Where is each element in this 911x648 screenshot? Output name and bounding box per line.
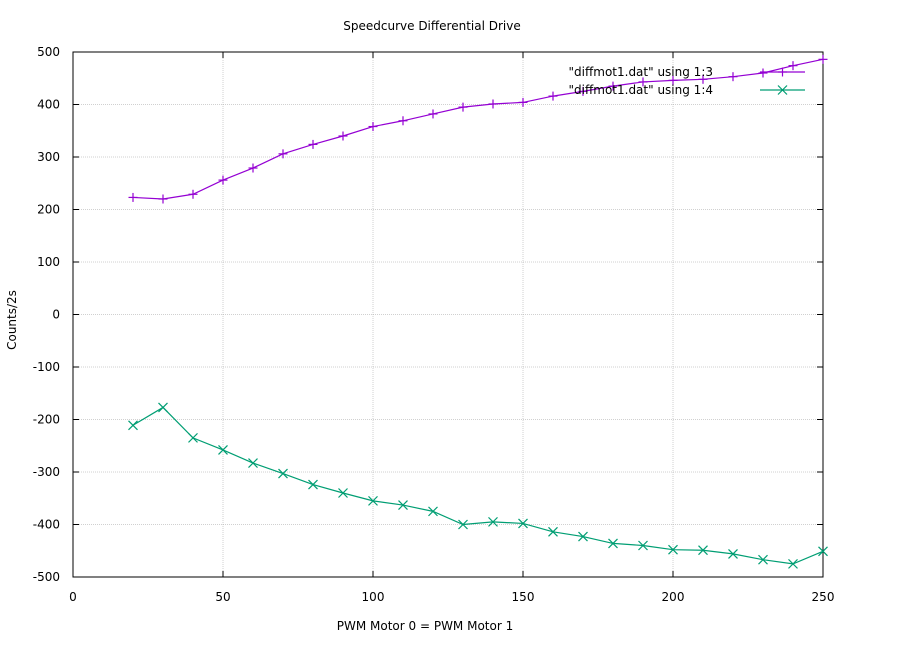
legend-marker-1 bbox=[778, 67, 787, 77]
data-point-series-2 bbox=[428, 506, 438, 517]
x-tick-label: 0 bbox=[69, 590, 77, 604]
y-tick-label: 0 bbox=[52, 308, 60, 322]
data-point-series-1 bbox=[668, 75, 678, 85]
y-tick-label: -100 bbox=[33, 360, 60, 374]
x-tick-label: 250 bbox=[812, 590, 835, 604]
data-point-series-1 bbox=[428, 109, 438, 119]
data-point-series-2 bbox=[698, 545, 708, 556]
data-point-series-2 bbox=[668, 544, 678, 555]
x-tick-label: 100 bbox=[362, 590, 385, 604]
data-point-series-1 bbox=[608, 81, 618, 91]
data-point-series-2 bbox=[398, 500, 408, 510]
data-point-series-2 bbox=[548, 526, 558, 537]
data-point-series-1 bbox=[728, 72, 738, 82]
data-point-series-1 bbox=[308, 139, 318, 149]
data-point-series-1 bbox=[188, 189, 198, 199]
data-point-series-2 bbox=[788, 558, 798, 569]
data-point-series-2 bbox=[128, 420, 138, 431]
data-point-series-2 bbox=[368, 495, 378, 506]
data-point-series-1 bbox=[398, 116, 408, 126]
series-line-1 bbox=[132, 58, 824, 200]
series-line-2 bbox=[132, 406, 824, 565]
data-point-series-2 bbox=[338, 488, 348, 498]
data-point-series-1 bbox=[788, 61, 798, 71]
data-point-series-1 bbox=[218, 175, 228, 185]
data-point-series-1 bbox=[488, 99, 498, 109]
y-tick-label: 200 bbox=[37, 203, 60, 217]
data-point-series-1 bbox=[548, 91, 558, 101]
data-point-series-1 bbox=[128, 192, 138, 202]
data-point-series-2 bbox=[278, 468, 288, 479]
legend: "diffmot1.dat" using 1:3 "diffmot1.dat" u… bbox=[569, 65, 805, 97]
x-axis-label: PWM Motor 0 = PWM Motor 1 bbox=[337, 619, 513, 633]
x-tick-label: 50 bbox=[215, 590, 230, 604]
data-point-series-2 bbox=[248, 458, 258, 468]
data-point-series-2 bbox=[218, 445, 228, 455]
chart-title: Speedcurve Differential Drive bbox=[343, 19, 520, 33]
axes: 0 50 100 150 200 250 -500 -400 -300 -200 -100 0 100 2… bbox=[33, 45, 835, 604]
data-point-series-1 bbox=[368, 122, 378, 132]
data-point-series-2 bbox=[488, 516, 498, 527]
data-point-series-1 bbox=[578, 86, 588, 96]
y-tick-label: 300 bbox=[37, 150, 60, 164]
y-tick-label: -500 bbox=[33, 570, 60, 584]
y-tick-label: 400 bbox=[37, 98, 60, 112]
legend-label-1: "diffmot1.dat" using 1:3 bbox=[569, 65, 713, 79]
data-point-series-2 bbox=[578, 531, 588, 542]
data-point-series-2 bbox=[518, 518, 528, 529]
data-point-series-2 bbox=[608, 538, 618, 549]
data-point-series-1 bbox=[278, 149, 288, 159]
data-point-series-2 bbox=[818, 546, 828, 557]
y-tick-label: 500 bbox=[37, 45, 60, 59]
y-axis-label: Counts/2s bbox=[5, 290, 19, 350]
data-point-series-2 bbox=[728, 548, 738, 559]
data-point-series-2 bbox=[158, 402, 168, 413]
y-tick-label: -200 bbox=[33, 413, 60, 427]
data-point-series-1 bbox=[758, 68, 768, 78]
legend-label-2: "diffmot1.dat" using 1:4 bbox=[569, 83, 713, 97]
data-point-series-1 bbox=[158, 194, 168, 204]
data-point-series-2 bbox=[638, 540, 648, 551]
data-point-series-2 bbox=[458, 519, 468, 530]
data-point-series-2 bbox=[188, 432, 198, 443]
y-tick-label: -400 bbox=[33, 518, 60, 532]
data-point-series-2 bbox=[308, 479, 318, 490]
data-point-series-1 bbox=[638, 77, 648, 87]
data-point-series-1 bbox=[458, 102, 468, 112]
data-point-series-1 bbox=[698, 74, 708, 84]
plot-area bbox=[128, 54, 828, 569]
legend-marker-2 bbox=[777, 85, 788, 95]
x-tick-label: 200 bbox=[662, 590, 685, 604]
grid bbox=[73, 52, 823, 577]
y-tick-label: -300 bbox=[33, 465, 60, 479]
data-point-series-1 bbox=[248, 163, 258, 173]
x-tick-label: 150 bbox=[512, 590, 535, 604]
data-point-series-1 bbox=[518, 97, 528, 107]
data-point-series-1 bbox=[818, 54, 828, 64]
data-point-series-1 bbox=[338, 131, 348, 141]
y-tick-label: 100 bbox=[37, 255, 60, 269]
data-point-series-2 bbox=[758, 554, 768, 565]
